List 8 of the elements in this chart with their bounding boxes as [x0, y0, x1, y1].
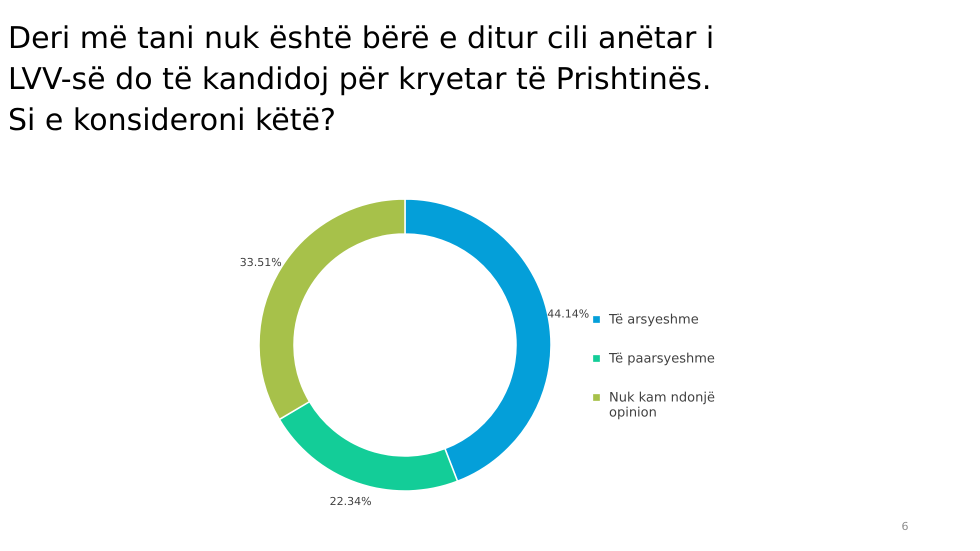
legend-label: Nuk kam ndonjë opinion: [609, 390, 715, 420]
text: 6: [902, 520, 908, 533]
chart-title: Deri më tani nuk është bërë e ditur cili anëtar i LVV-së do të kandidoj për kryetar të Prishtinës. Si e konsideroni këtë?: [8, 21, 714, 138]
data-label: 22.34%: [330, 494, 372, 508]
legend-label: Të arsyeshme: [608, 312, 699, 328]
data-label: 33.51%: [240, 256, 282, 269]
data-label: 44.14%: [547, 308, 590, 321]
legend-label: Të paarsyeshme: [608, 352, 715, 366]
